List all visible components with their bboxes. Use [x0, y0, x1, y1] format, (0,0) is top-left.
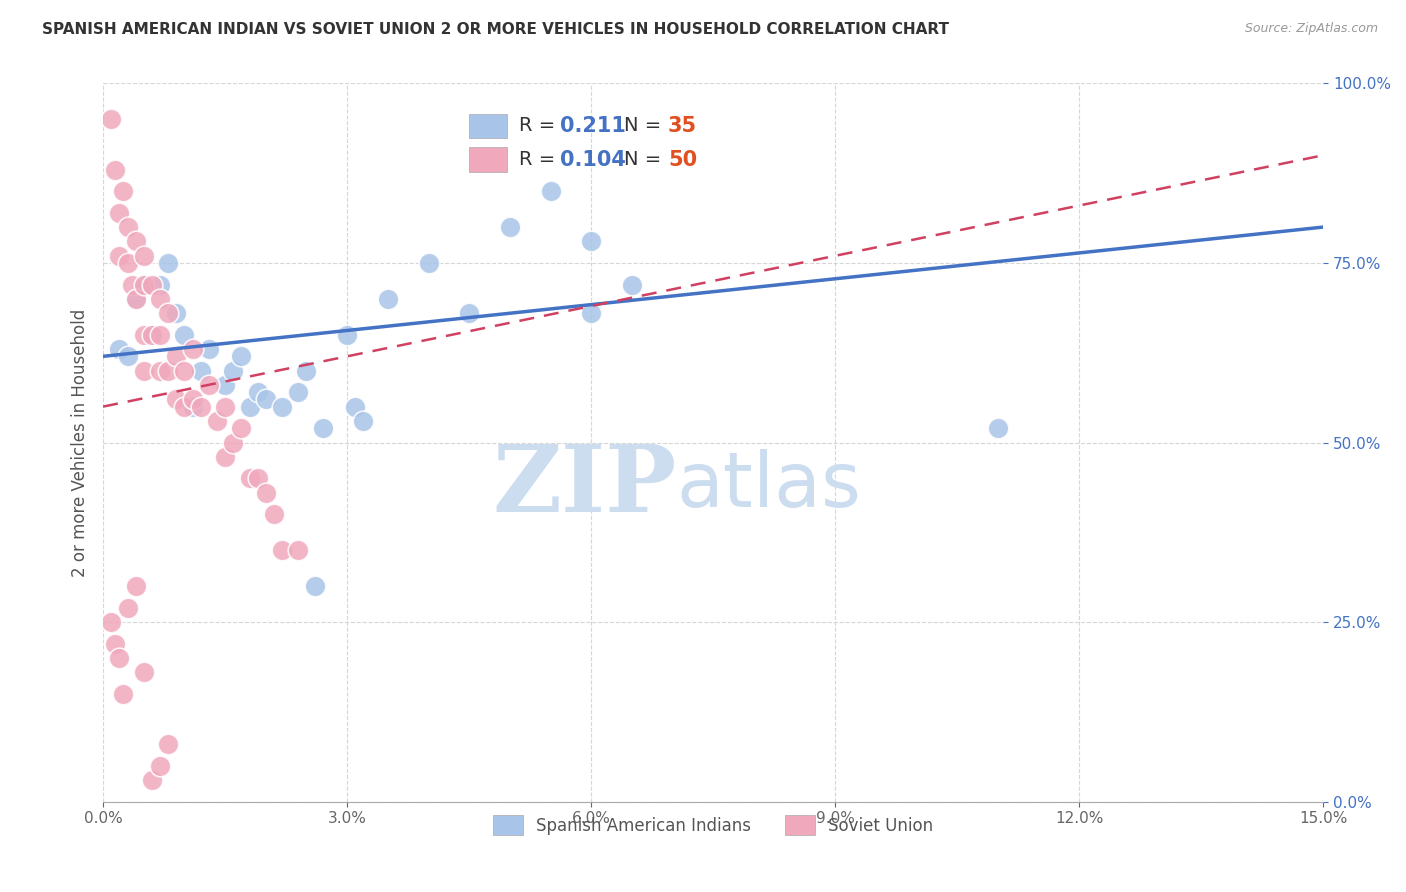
- Point: [352, 414, 374, 428]
- Point: [104, 637, 127, 651]
- Point: [132, 277, 155, 292]
- Point: [141, 327, 163, 342]
- Point: [100, 615, 122, 629]
- Point: [271, 543, 294, 558]
- Point: [214, 450, 236, 464]
- Point: [336, 327, 359, 342]
- Point: [124, 235, 146, 249]
- Point: [173, 327, 195, 342]
- Point: [112, 184, 135, 198]
- Point: [271, 400, 294, 414]
- Point: [246, 471, 269, 485]
- Point: [117, 600, 139, 615]
- Point: [108, 205, 131, 219]
- Point: [198, 342, 221, 356]
- Point: [157, 737, 180, 751]
- Point: [132, 327, 155, 342]
- Point: [108, 651, 131, 665]
- Point: [173, 400, 195, 414]
- Point: [238, 471, 260, 485]
- Point: [214, 400, 236, 414]
- Point: [254, 485, 277, 500]
- Point: [458, 306, 481, 320]
- Point: [141, 277, 163, 292]
- Point: [112, 687, 135, 701]
- Point: [295, 364, 318, 378]
- Point: [198, 378, 221, 392]
- Point: [579, 306, 602, 320]
- Point: [132, 277, 155, 292]
- Text: atlas: atlas: [676, 449, 862, 523]
- Point: [620, 277, 643, 292]
- Point: [304, 579, 326, 593]
- Point: [312, 421, 335, 435]
- Text: Source: ZipAtlas.com: Source: ZipAtlas.com: [1244, 22, 1378, 36]
- Point: [222, 435, 245, 450]
- Point: [165, 349, 187, 363]
- Point: [117, 349, 139, 363]
- Point: [157, 306, 180, 320]
- Point: [132, 364, 155, 378]
- Text: ZIP: ZIP: [492, 441, 676, 531]
- Point: [418, 256, 440, 270]
- Point: [540, 184, 562, 198]
- Point: [287, 385, 309, 400]
- Point: [231, 421, 253, 435]
- Point: [141, 327, 163, 342]
- Point: [149, 277, 172, 292]
- Point: [181, 392, 204, 407]
- Point: [238, 400, 260, 414]
- Point: [214, 378, 236, 392]
- Point: [579, 235, 602, 249]
- Point: [287, 543, 309, 558]
- Point: [254, 392, 277, 407]
- Point: [157, 256, 180, 270]
- Point: [377, 292, 399, 306]
- Point: [181, 342, 204, 356]
- Point: [499, 220, 522, 235]
- Legend: Spanish American Indians, Soviet Union: Spanish American Indians, Soviet Union: [485, 806, 942, 844]
- Point: [205, 414, 228, 428]
- Point: [165, 306, 187, 320]
- Point: [149, 292, 172, 306]
- Point: [173, 364, 195, 378]
- Point: [124, 292, 146, 306]
- Point: [263, 508, 285, 522]
- Point: [117, 256, 139, 270]
- Point: [190, 364, 212, 378]
- Point: [108, 342, 131, 356]
- Point: [149, 327, 172, 342]
- Point: [231, 349, 253, 363]
- Point: [132, 665, 155, 680]
- Point: [190, 400, 212, 414]
- Point: [181, 400, 204, 414]
- Point: [124, 292, 146, 306]
- Point: [246, 385, 269, 400]
- Point: [344, 400, 367, 414]
- Point: [121, 277, 143, 292]
- Point: [149, 758, 172, 772]
- Point: [132, 249, 155, 263]
- Text: SPANISH AMERICAN INDIAN VS SOVIET UNION 2 OR MORE VEHICLES IN HOUSEHOLD CORRELAT: SPANISH AMERICAN INDIAN VS SOVIET UNION …: [42, 22, 949, 37]
- Point: [100, 112, 122, 127]
- Point: [141, 772, 163, 787]
- Point: [222, 364, 245, 378]
- Point: [124, 579, 146, 593]
- Point: [117, 220, 139, 235]
- Point: [987, 421, 1010, 435]
- Point: [149, 364, 172, 378]
- Point: [108, 249, 131, 263]
- Point: [104, 162, 127, 177]
- Y-axis label: 2 or more Vehicles in Household: 2 or more Vehicles in Household: [72, 309, 89, 576]
- Point: [165, 392, 187, 407]
- Point: [157, 364, 180, 378]
